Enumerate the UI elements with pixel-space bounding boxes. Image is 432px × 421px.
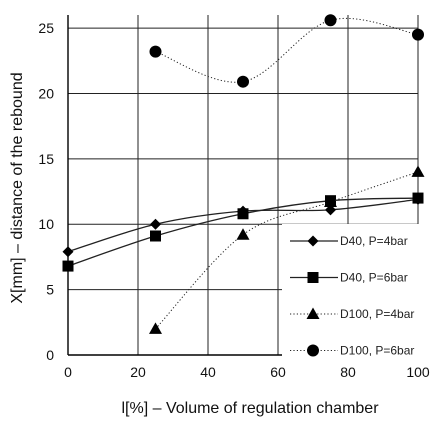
x-tick-label: 0 <box>64 364 72 380</box>
y-tick-label: 0 <box>46 347 54 363</box>
legend-marker-triangle <box>306 307 320 319</box>
data-point-diamond <box>62 246 74 258</box>
data-point-square <box>150 230 161 242</box>
data-point-square <box>62 260 74 272</box>
x-tick-label: 100 <box>406 364 430 380</box>
x-tick-label: 40 <box>200 364 216 380</box>
legend-label: D100, P=4bar <box>340 307 414 321</box>
data-point-square <box>237 208 249 220</box>
data-point-triangle <box>324 195 337 207</box>
legend-marker-diamond <box>307 235 319 247</box>
y-tick-label: 25 <box>38 20 54 36</box>
data-point-circle <box>324 14 337 27</box>
x-tick-label: 80 <box>340 364 356 380</box>
legend-item-2: D40, P=6bar <box>290 271 408 285</box>
legend-item-3: D100, P=4bar <box>290 307 414 321</box>
data-point-diamond <box>325 204 336 216</box>
legend-marker-circle <box>307 344 319 357</box>
series-3 <box>149 165 425 334</box>
x-axis-label: l[%] – Volume of regulation chamber <box>121 400 379 417</box>
y-tick-labels: 0 5 10 15 20 25 <box>38 20 54 363</box>
y-axis-label: X[mm] – distance of the rebound <box>9 72 26 303</box>
data-point-triangle <box>149 322 162 334</box>
y-tick-label: 10 <box>38 216 54 232</box>
legend-item-1: D40, P=4bar <box>290 234 408 248</box>
legend-marker-square <box>307 272 319 283</box>
data-point-diamond <box>150 218 161 230</box>
series-4 <box>149 14 424 88</box>
y-tick-label: 20 <box>38 85 54 101</box>
data-point-circle <box>412 28 424 41</box>
legend-label: D100, P=6bar <box>340 344 414 358</box>
series-layer <box>62 14 425 334</box>
legend-item-4: D100, P=6bar <box>290 344 414 358</box>
y-tick-label: 15 <box>38 151 54 167</box>
x-tick-label: 60 <box>270 364 286 380</box>
y-tick-label: 5 <box>46 282 54 298</box>
grid <box>67 15 419 356</box>
series-line <box>155 171 419 330</box>
series-line <box>155 17 419 83</box>
legend-background <box>282 224 422 365</box>
data-point-circle <box>237 75 249 88</box>
x-tick-label: 20 <box>130 364 146 380</box>
data-point-circle <box>149 45 162 58</box>
data-point-triangle <box>411 165 425 177</box>
legend-label: D40, P=6bar <box>340 271 408 285</box>
data-point-square <box>412 192 424 204</box>
legend-label: D40, P=4bar <box>340 234 408 248</box>
x-tick-labels: 0 20 40 60 80 100 <box>64 364 430 380</box>
legend: D40, P=4bar D40, P=6bar D100, P=4bar D100, … <box>282 224 422 365</box>
data-point-triangle <box>236 228 250 240</box>
